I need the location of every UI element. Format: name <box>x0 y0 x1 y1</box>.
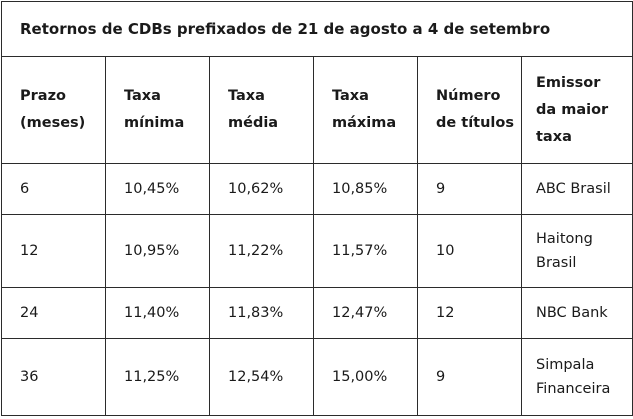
cell-prazo: 6 <box>1 163 106 215</box>
header-taxa-maxima-line2: máxima <box>332 115 397 131</box>
header-emissor-line1: Emissor <box>536 74 601 91</box>
cell-taxa-media: 12,54% <box>209 338 314 416</box>
cell-taxa-maxima: 10,85% <box>313 163 418 215</box>
header-numero-titulos-line1: Número <box>436 88 501 104</box>
cell-taxa-maxima: 12,47% <box>313 287 418 339</box>
table-row: 12 10,95% 11,22% 11,57% 10 Haitong Brasi… <box>1 214 633 288</box>
header-taxa-minima: Taxa mínima <box>105 56 210 164</box>
header-taxa-media-line2: média <box>228 115 279 131</box>
cell-emissor: Haitong Brasil <box>520 214 633 288</box>
header-taxa-minima-line2: mínima <box>124 115 185 131</box>
header-row: Prazo (meses) Taxa mínima Taxa média Tax… <box>1 56 633 164</box>
cell-emissor: NBC Bank <box>520 287 633 339</box>
cell-taxa-maxima: 15,00% <box>313 338 418 416</box>
cell-taxa-minima: 10,45% <box>105 163 210 215</box>
cell-emissor-line1: Simpala <box>536 357 595 373</box>
cell-taxa-maxima: 11,57% <box>313 214 418 288</box>
header-taxa-maxima-line1: Taxa <box>332 88 369 104</box>
cell-taxa-media: 10,62% <box>209 163 314 215</box>
cell-numero-titulos: 10 <box>417 214 522 288</box>
header-emissor: Emissor da maior taxa <box>520 56 633 164</box>
cell-numero-titulos: 12 <box>417 287 522 339</box>
header-emissor-line2: da maior <box>536 101 609 118</box>
cell-emissor: Simpala Financeira <box>520 338 633 416</box>
header-emissor-line3: taxa <box>536 128 572 145</box>
cell-numero-titulos: 9 <box>417 163 522 215</box>
cell-emissor-line1: NBC Bank <box>536 305 608 321</box>
table-title: Retornos de CDBs prefixados de 21 de ago… <box>0 1 633 57</box>
cell-emissor-line2: Brasil <box>536 255 577 271</box>
table-row: 24 11,40% 11,83% 12,47% 12 NBC Bank <box>1 287 633 339</box>
cell-prazo: 36 <box>1 338 106 416</box>
cell-emissor-line1: Haitong <box>536 231 593 247</box>
cell-emissor-line1: ABC Brasil <box>536 181 611 197</box>
title-row: Retornos de CDBs prefixados de 21 de ago… <box>0 1 633 57</box>
cell-taxa-minima: 11,25% <box>105 338 210 416</box>
header-numero-titulos-line2: de títulos <box>436 115 514 131</box>
cell-taxa-media: 11,22% <box>209 214 314 288</box>
cell-emissor: ABC Brasil <box>520 163 633 215</box>
header-taxa-maxima: Taxa máxima <box>313 56 418 164</box>
header-taxa-media-line1: Taxa <box>228 88 265 104</box>
table-row: 6 10,45% 10,62% 10,85% 9 ABC Brasil <box>1 163 633 215</box>
cell-taxa-minima: 10,95% <box>105 214 210 288</box>
cell-taxa-media: 11,83% <box>209 287 314 339</box>
cell-prazo: 24 <box>1 287 106 339</box>
header-prazo-line2: (meses) <box>20 115 86 131</box>
header-taxa-media: Taxa média <box>209 56 314 164</box>
cell-prazo: 12 <box>1 214 106 288</box>
cell-numero-titulos: 9 <box>417 338 522 416</box>
cell-emissor-line2: Financeira <box>536 381 611 397</box>
header-numero-titulos: Número de títulos <box>417 56 522 164</box>
header-taxa-minima-line1: Taxa <box>124 88 161 104</box>
table-row: 36 11,25% 12,54% 15,00% 9 Simpala Financ… <box>1 338 633 416</box>
header-prazo: Prazo (meses) <box>1 56 106 164</box>
header-prazo-line1: Prazo <box>20 88 66 104</box>
cell-taxa-minima: 11,40% <box>105 287 210 339</box>
